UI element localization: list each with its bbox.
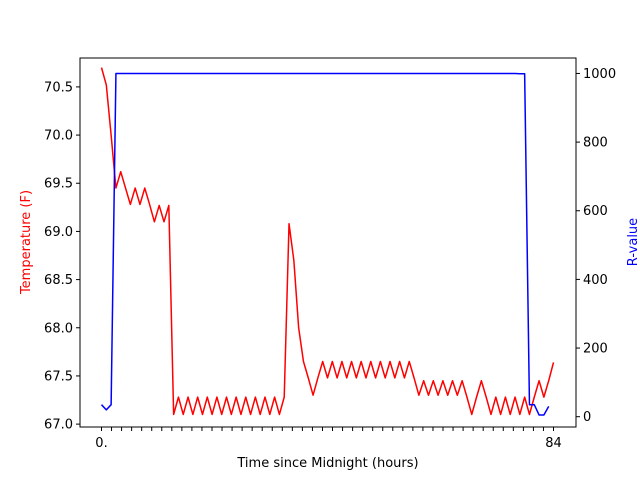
x-axis-label: Time since Midnight (hours)	[236, 456, 418, 471]
left-y-tick-label: 67.0	[44, 418, 73, 433]
plot-frame	[79, 57, 577, 428]
right-y-tick-label: 400	[583, 273, 608, 288]
plot-area	[100, 67, 555, 416]
left-y-tick-label: 68.5	[44, 273, 73, 288]
temperature-line	[100, 67, 555, 416]
left-y-tick-label: 69.0	[44, 225, 73, 240]
x-tick-label-last: 84	[545, 436, 562, 451]
right-y-tick-label: 0	[583, 410, 591, 425]
left-y-tick-label: 69.5	[44, 177, 73, 192]
right-y-tick-label: 600	[583, 204, 608, 219]
left-y-tick-label: 70.5	[44, 80, 73, 95]
right-y-axis: 0 200 400 600 800 1000	[576, 67, 616, 425]
rvalue-line	[100, 72, 550, 416]
right-y-tick-label: 800	[583, 136, 608, 151]
left-y-axis-label: Temperature (F)	[19, 190, 34, 295]
right-y-axis-label: R-value	[626, 218, 640, 266]
left-y-tick-label: 70.0	[44, 129, 73, 144]
left-y-tick-label: 68.0	[44, 321, 73, 336]
x-axis: 0. 84	[95, 427, 562, 451]
left-y-axis: 67.0 67.5 68.0 68.5 69.0 69.5 70.0 70.5	[44, 80, 80, 433]
x-tick-label-first: 0.	[95, 436, 107, 451]
right-y-tick-label: 1000	[583, 67, 616, 82]
left-y-tick-label: 67.5	[44, 369, 73, 384]
right-y-tick-label: 200	[583, 342, 608, 357]
